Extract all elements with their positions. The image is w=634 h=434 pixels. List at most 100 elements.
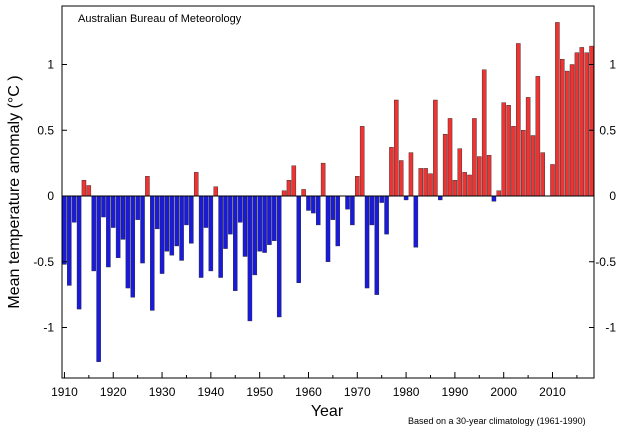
bar-1941: [213, 186, 218, 197]
bar-1960: [306, 195, 311, 211]
bar-2006: [530, 135, 536, 197]
y-tick-label-left: 0: [47, 189, 54, 203]
bar-1962: [316, 195, 321, 226]
x-tick-label: 1980: [393, 385, 420, 399]
bar-1950: [257, 195, 262, 252]
bar-1969: [350, 195, 355, 226]
bar-2001: [506, 105, 511, 197]
bar-1938: [198, 195, 204, 278]
bar-1972: [364, 195, 370, 289]
bar-1913: [76, 195, 82, 310]
bar-1984: [423, 168, 428, 197]
bar-1919: [106, 195, 111, 268]
bar-1998: [491, 195, 497, 202]
bar-1968: [345, 195, 350, 210]
chart-source-label: Australian Bureau of Meteorology: [78, 13, 242, 25]
bar-1993: [467, 174, 472, 197]
bar-1961: [311, 195, 316, 214]
bar-2008: [540, 152, 545, 197]
bar-1987: [438, 195, 443, 201]
bar-1931: [164, 195, 170, 252]
bar-1952: [267, 195, 272, 245]
bar-1958: [296, 195, 301, 283]
bar-1928: [150, 195, 155, 311]
bar-1971: [359, 126, 365, 197]
bar-1947: [242, 195, 248, 257]
bar-1959: [301, 189, 306, 197]
bar-1991: [457, 148, 463, 197]
bar-1939: [203, 195, 209, 228]
bar-1976: [384, 195, 389, 235]
bar-2010: [550, 164, 555, 197]
x-tick-label: 1920: [100, 385, 127, 399]
bar-1982: [413, 195, 419, 248]
bar-2012: [560, 59, 565, 197]
bar-1918: [101, 195, 106, 218]
bar-1910: [62, 195, 67, 265]
bar-2007: [535, 76, 541, 197]
bar-2018: [589, 45, 594, 197]
y-tick-label-left: 0.5: [37, 123, 54, 137]
bar-1922: [120, 195, 126, 240]
bar-1932: [169, 195, 175, 256]
x-tick-label: 1930: [149, 385, 176, 399]
bar-1955: [281, 190, 287, 197]
bar-1927: [145, 176, 150, 197]
bar-1916: [91, 195, 96, 272]
bar-1970: [355, 176, 360, 197]
bar-1948: [247, 195, 253, 322]
y-tick-label-left: -0.5: [33, 255, 54, 269]
bar-1980: [403, 195, 409, 201]
bar-1963: [320, 162, 326, 197]
bar-1951: [262, 195, 267, 253]
bar-1954: [276, 195, 282, 318]
bar-1996: [481, 69, 487, 197]
bar-1945: [233, 195, 238, 291]
bar-1914: [81, 180, 87, 197]
y-axis-title: Mean temperature anomaly (°C ): [6, 75, 23, 308]
bar-1973: [369, 195, 375, 226]
bar-1920: [111, 195, 116, 228]
bar-1937: [193, 172, 199, 197]
bar-1978: [394, 99, 399, 197]
axis-ticks: -1 -1 -0.5 -0.5 0 0 0.5 0.5 1 1 1910 1920 1930 1940 19…: [33, 58, 616, 400]
bar-2004: [520, 130, 526, 197]
bar-1956: [286, 180, 292, 197]
bar-1943: [223, 195, 228, 249]
x-tick-label: 1950: [246, 385, 273, 399]
climatology-note: Based on a 30-year climatology (1961-199…: [408, 416, 586, 426]
bar-1925: [135, 195, 140, 220]
x-tick-label: 1970: [344, 385, 371, 399]
bar-2011: [555, 22, 560, 197]
bar-1964: [325, 195, 331, 262]
bar-2017: [584, 52, 589, 197]
x-tick-label: 1990: [442, 385, 469, 399]
x-tick-label: 1910: [51, 385, 78, 399]
bar-1929: [154, 195, 160, 230]
bar-2003: [516, 43, 521, 197]
bar-1999: [496, 190, 502, 197]
bar-1942: [218, 195, 223, 278]
bar-1936: [189, 195, 194, 244]
bar-1930: [159, 195, 165, 274]
plot-frame: [61, 5, 595, 379]
y-tick-label-right: -0.5: [595, 255, 616, 269]
x-tick-label: 2000: [490, 385, 517, 399]
bar-1915: [86, 185, 92, 197]
bar-1981: [408, 152, 414, 197]
y-tick-label-left: -1: [43, 321, 54, 335]
y-tick-label-right: -1: [605, 321, 616, 335]
bar-1997: [486, 155, 492, 197]
bar-1924: [130, 195, 136, 298]
bar-1923: [125, 195, 131, 289]
x-tick-label: 2010: [539, 385, 566, 399]
bar-1983: [418, 168, 423, 197]
bar-1933: [174, 195, 179, 247]
bar-1994: [472, 118, 477, 197]
bar-1912: [71, 195, 77, 223]
bar-1979: [398, 160, 404, 197]
bar-1992: [462, 172, 467, 197]
bar-1911: [67, 195, 72, 286]
bar-1935: [184, 195, 189, 226]
